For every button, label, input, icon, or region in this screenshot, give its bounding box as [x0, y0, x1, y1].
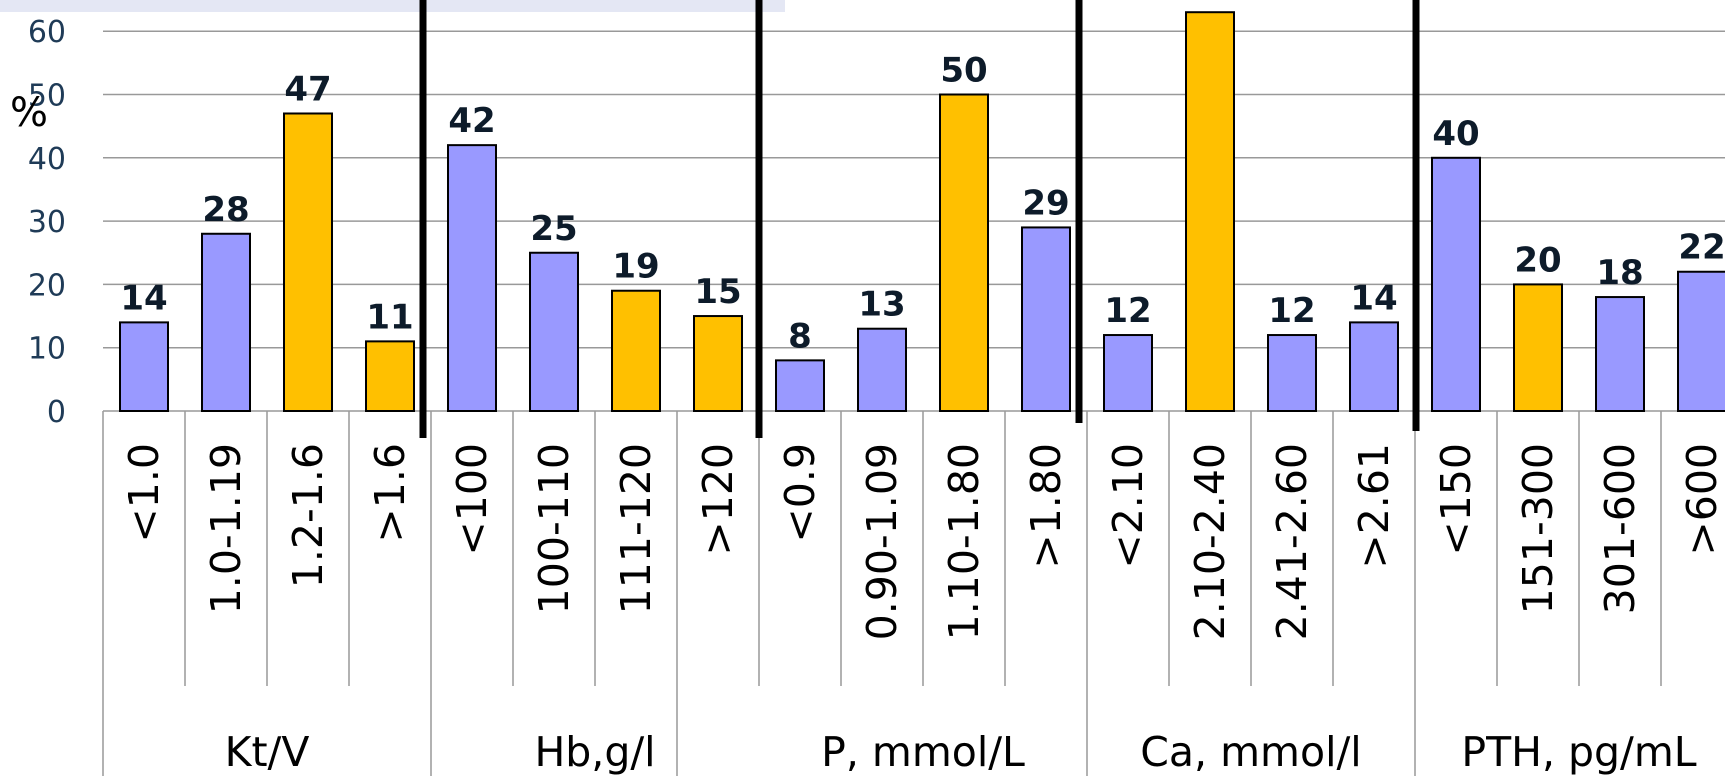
x-category-label: 1.0-1.19 [202, 443, 250, 614]
bar [939, 93, 989, 412]
x-category-label: 1.2-1.6 [284, 443, 332, 588]
data-label: 14 [1350, 278, 1397, 318]
bar [447, 144, 497, 412]
data-label: 19 [612, 247, 659, 287]
y-tick-label: 30 [28, 205, 66, 240]
data-label: 63 [1186, 0, 1233, 8]
data-label: 18 [1596, 253, 1643, 293]
y-tick-label: 10 [28, 332, 66, 367]
bar [119, 321, 169, 413]
x-category-label: 100-110 [530, 443, 578, 614]
y-tick-label: 0 [47, 395, 66, 430]
x-category-label: 151-300 [1514, 443, 1562, 614]
data-label: 47 [284, 69, 331, 109]
x-category-label: <100 [448, 443, 496, 556]
gridlines [103, 30, 1725, 412]
chart-top-banner [0, 0, 785, 12]
x-category-label: >120 [694, 443, 742, 556]
data-label: 29 [1022, 183, 1069, 223]
group-label: Kt/V [225, 728, 310, 776]
y-axis-label: % [10, 90, 48, 136]
x-category-label: 0.90-1.09 [858, 443, 906, 640]
y-axis-ticks: 0 10 20 30 40 50 60 [28, 15, 66, 430]
y-tick-label: 40 [28, 142, 66, 177]
data-label: 15 [694, 272, 741, 312]
bar [1267, 334, 1317, 413]
group-label: PTH, pg/mL [1461, 728, 1696, 776]
data-label: 8 [788, 316, 812, 356]
bar [365, 340, 415, 412]
group-label: Ca, mmol/l [1140, 728, 1361, 776]
data-label: 50 [940, 51, 987, 91]
data-label: 40 [1432, 114, 1479, 154]
data-label: 14 [120, 278, 167, 318]
data-label: 11 [366, 297, 413, 337]
x-category-label: 2.41-2.60 [1268, 443, 1316, 640]
group-label: P, mmol/L [821, 728, 1025, 776]
bar [1185, 11, 1235, 413]
x-category-label: >2.61 [1350, 443, 1398, 569]
y-tick-label: 60 [28, 15, 66, 50]
bar [1677, 270, 1725, 412]
bar [611, 289, 661, 413]
bar [1513, 283, 1563, 412]
bar [693, 315, 743, 412]
data-label: 25 [530, 209, 577, 249]
data-label: 42 [448, 101, 495, 141]
x-category-label: >1.6 [366, 443, 414, 543]
x-category-label: 301-600 [1596, 443, 1644, 614]
data-label: 28 [202, 190, 249, 230]
y-tick-label: 50 [28, 79, 66, 114]
bar [1103, 334, 1153, 413]
x-category-label: <150 [1432, 443, 1480, 556]
bar [775, 359, 825, 412]
y-tick-label: 20 [28, 268, 66, 303]
group-dividers [419, 0, 1420, 438]
group-label: Hb,g/l [534, 728, 655, 776]
bar [1021, 226, 1071, 412]
bar [529, 251, 579, 412]
x-category-label: 1.10-1.80 [940, 443, 988, 640]
x-category-label: <0.9 [776, 443, 824, 543]
bar [201, 232, 251, 412]
x-category-label: >600 [1678, 443, 1725, 556]
bar [1349, 321, 1399, 413]
data-label: 12 [1104, 291, 1151, 331]
category-table: <1.0 1.0-1.19 1.2-1.6 >1.6 <100 100-110 111-12… [102, 411, 1725, 776]
bar [1595, 296, 1645, 412]
data-label: 20 [1514, 240, 1561, 280]
bars: 14 28 47 11 42 25 19 15 8 13 50 29 12 63 12 14 40 20 18 22 [119, 0, 1725, 413]
bar [283, 112, 333, 413]
bar [857, 327, 907, 412]
x-category-label: <2.10 [1104, 443, 1152, 569]
data-label: 12 [1268, 291, 1315, 331]
x-category-label: 2.10-2.40 [1186, 443, 1234, 640]
data-label: 22 [1678, 228, 1725, 268]
x-category-label: 111-120 [612, 443, 660, 614]
bar [1431, 156, 1481, 412]
data-label: 13 [858, 285, 905, 325]
x-category-label: <1.0 [120, 443, 168, 543]
x-category-label: >1.80 [1022, 443, 1070, 569]
